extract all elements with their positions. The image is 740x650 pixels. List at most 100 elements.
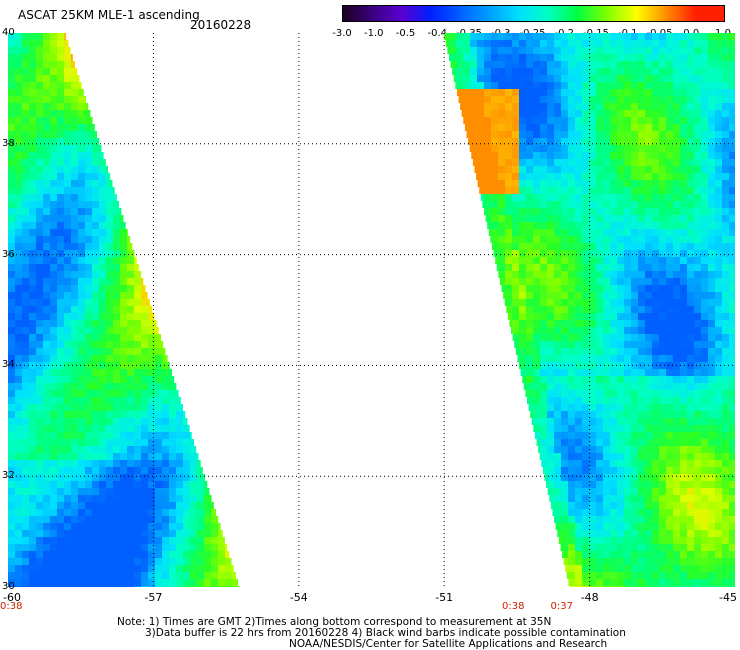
swath-cell [141,383,148,390]
swath-cell [36,89,43,96]
swath-cell [610,446,617,453]
swath-cell [652,236,659,243]
swath-cell [715,362,722,369]
swath-cell [638,152,645,159]
swath-cell [50,467,57,474]
swath-cell [659,523,666,530]
swath-cell [603,103,610,110]
swath-cell [582,586,589,587]
swath-cell [162,348,166,355]
swath-cell [57,334,64,341]
swath-cell [43,215,50,222]
swath-cell [71,187,78,194]
swath-cell [99,523,106,530]
swath-cell [225,544,228,551]
swath-cell [673,40,680,47]
swath-cell [729,173,735,180]
swath-cell [659,502,666,509]
swath-cell [659,579,666,586]
swath-cell [701,558,708,565]
swath-cell [680,96,687,103]
swath-cell [78,446,85,453]
swath-cell [582,243,589,250]
swath-cell [8,327,15,334]
swath-cell [505,68,512,75]
swath-cell [85,446,92,453]
swath-cell [470,75,477,82]
swath-cell [701,264,708,271]
swath-cell [526,75,533,82]
swath-cell [190,551,197,558]
swath-cell [491,47,498,54]
swath-cell [113,278,120,285]
swath-cell [673,187,680,194]
swath-cell [610,502,617,509]
swath-cell [113,572,120,579]
swath-cell [50,47,57,54]
swath-cell [554,138,561,145]
swath-cell [71,208,78,215]
swath-cell [113,551,120,558]
swath-cell [120,488,127,495]
swath-cell [50,334,57,341]
swath-cell [127,411,134,418]
swath-cell [71,131,78,138]
swath-cell [680,467,687,474]
swath-cell [624,257,631,264]
swath-cell [617,383,624,390]
swath-cell [43,425,50,432]
swath-cell [554,68,561,75]
swath-cell [645,355,652,362]
swath-cell [687,89,694,96]
swath-cell [680,173,687,180]
swath-cell [659,565,666,572]
swath-cell [561,355,568,362]
swath-cell [652,397,659,404]
swath-cell [71,299,78,306]
swath-cell [729,166,735,173]
swath-cell [589,208,596,215]
swath-cell [617,180,624,187]
swath-cell [15,54,22,61]
swath-cell [575,341,582,348]
swath-cell [575,292,582,299]
swath-cell [92,390,99,397]
swath-cell [694,439,701,446]
swath-cell [533,327,540,334]
swath-cell [29,411,36,418]
swath-cell [694,523,701,530]
swath-cell [680,383,687,390]
swath-cell [533,110,540,117]
swath-cell [687,544,694,551]
swath-cell [519,236,526,243]
swath-cell [50,544,57,551]
swath-cell [8,292,15,299]
swath-cell [701,537,708,544]
swath-cell [596,250,603,257]
swath-cell [638,432,645,439]
swath-cell [694,509,701,516]
swath-cell [645,530,652,537]
swath-cell [617,117,624,124]
swath-cell [631,68,638,75]
swath-cell [589,572,596,579]
swath-cell [680,117,687,124]
swath-cell [64,502,71,509]
swath-cell [549,495,557,502]
swath-cell [485,215,493,222]
swath-cell [36,222,43,229]
swath-cell [71,166,78,173]
swath-cell [673,215,680,222]
swath-cell [519,145,526,152]
swath-cell [561,411,568,418]
swath-cell [568,425,575,432]
swath-cell [554,47,561,54]
swath-cell [568,558,575,565]
swath-cell [148,453,155,460]
swath-cell [680,271,687,278]
swath-cell [582,467,589,474]
swath-cell [589,257,596,264]
swath-cell [71,481,78,488]
swath-cell [64,586,71,587]
swath-map [8,33,735,587]
